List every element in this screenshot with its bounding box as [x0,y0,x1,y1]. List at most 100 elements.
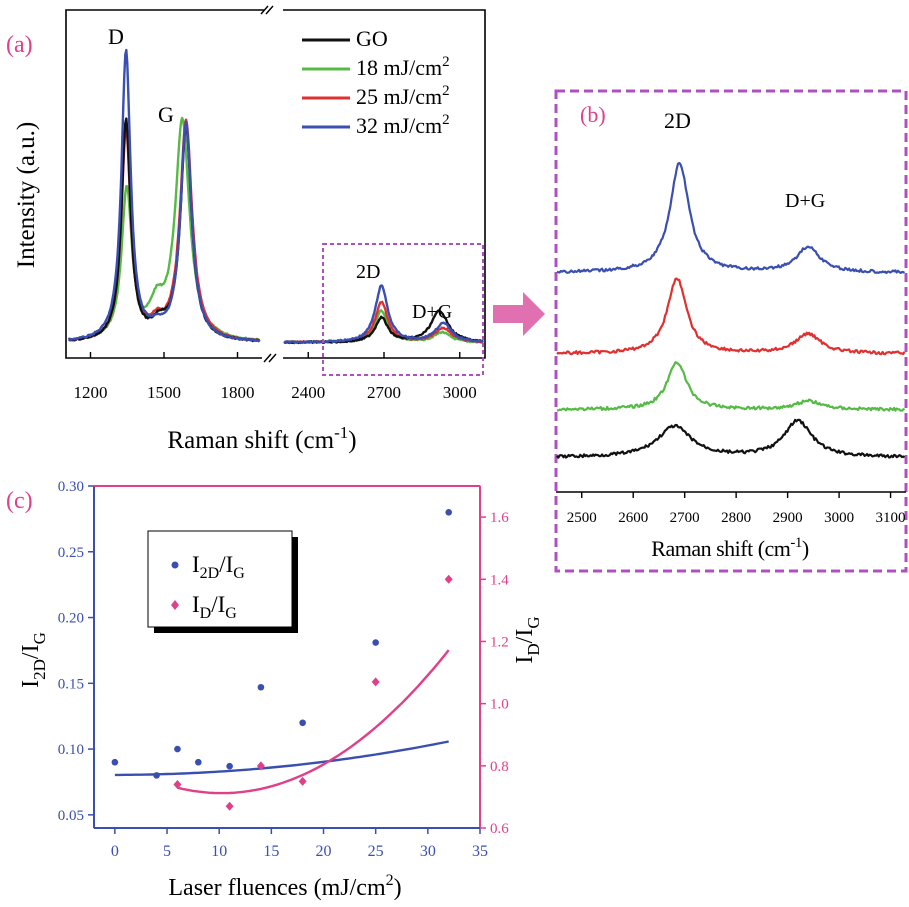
fit-curve-i2d-ig [114,740,449,777]
tick-label: 15 [263,843,279,860]
panel-b-peak-d-plus-g: D+G [785,190,825,212]
tick-label: 0.25 [58,545,84,561]
data-point-id-ig [444,574,453,584]
legend-label: 25 mJ/cm2 [356,83,450,109]
data-point-i2d-ig [257,683,265,691]
panel-b-ticks: 2500 2600 2700 2800 2900 3000 3100 [567,492,906,526]
tick-label: 20 [316,843,332,860]
legend-label: 18 mJ/cm2 [356,54,450,80]
panel-b: (b) 2D D+G 2500 2600 2700 2800 2900 3000 3100 … [554,89,908,573]
tick-label: 1.6 [490,510,509,526]
tick-label: 2600 [618,510,648,526]
data-point-i2d-ig [226,762,233,770]
panel-c-xlabel: Laser fluences (mJ/cm2) [168,872,401,901]
data-point-i2d-ig [299,719,306,727]
panel-c-ylabel-right: ID/IG [512,616,543,663]
data-point-id-ig [298,776,307,786]
tick-label: 10 [211,843,227,860]
panel-c-legend-box [147,530,293,628]
panel-a-label: (a) [6,32,33,58]
panel-a-xlabel: Raman shift (cm-1) [167,423,356,454]
spectrum-32mjcm2-l [67,48,261,343]
spectrum-18mjcm2-l [68,116,261,342]
tick-label: 0.15 [58,676,84,692]
tick-label: 0.20 [58,611,84,627]
panel-c-data [111,509,453,811]
data-point-id-ig [371,677,380,687]
data-point-id-ig [225,801,234,811]
data-point-id-ig [256,761,265,771]
spectrum-25mjcm2-l [68,118,261,342]
tick-label: 2500 [567,510,597,526]
tick-label: 1.2 [490,634,509,650]
tick-label: 0 [111,843,119,860]
tick-label: 2700 [367,383,401,402]
tick-label: 0.30 [58,479,84,495]
panel-a-ticks: 1200 1500 1800 2400 2700 3000 [74,352,477,402]
tick-label: 0.8 [490,759,509,775]
tick-label: 2400 [291,383,325,402]
panel-b-spectrum-1 [556,361,906,412]
data-point-i2d-ig [153,772,160,779]
data-point-i2d-ig [195,758,202,766]
data-point-i2d-ig [174,745,181,753]
panel-a-ylabel: Intensity (a.u.) [13,122,40,268]
right-arrow-icon [493,292,545,336]
legend-label: ID/IG [192,592,237,622]
peak-label-d: D [108,24,124,49]
tick-label: 1.4 [490,572,509,588]
peak-label-g: G [158,102,174,127]
tick-label: 0.05 [58,808,84,824]
panel-b-dashed-frame [554,89,908,573]
tick-label: 1500 [147,383,181,402]
panel-b-peak-2d: 2D [664,108,691,133]
panel-a: (a) Intensity (a.u.) 1200 1500 1800 2400 270… [6,5,486,454]
peak-label-d-plus-g: D+G [412,301,452,323]
legend-label: 32 mJ/cm2 [356,112,450,138]
panel-a-curves [67,48,485,345]
tick-label: 0.6 [490,821,509,837]
legend-label: GO [356,26,388,51]
panel-a-zoom-box [322,243,484,376]
tick-label: 0.10 [58,742,84,758]
data-point-i2d-ig [111,758,119,766]
panel-b-curves [556,161,906,459]
panel-c-label: (c) [6,488,33,514]
tick-label: 2900 [773,510,803,526]
panel-c-ylabel-left: I2D/IG [18,632,49,688]
tick-label: 3000 [443,383,477,402]
panel-b-xlabel: Raman shift (cm-1) [651,535,809,561]
spectrum-25mjcm2-r [283,300,485,344]
panel-a-axis-break [260,5,277,363]
tick-label: 1200 [74,383,108,402]
tick-label: 2800 [721,510,751,526]
tick-label: 3100 [876,510,906,526]
tick-label: 1800 [221,383,255,402]
data-point-id-ig [173,779,182,789]
tick-label: 30 [420,843,436,860]
tick-label: 5 [163,843,171,860]
data-point-i2d-ig [445,509,453,516]
tick-label: 2700 [670,510,700,526]
panel-b-spectrum-2 [556,277,906,356]
tick-label: 25 [368,843,384,860]
data-point-i2d-ig [372,639,379,646]
peak-label-2d: 2D [356,261,380,283]
spectrum-18mjcm2-r [283,309,484,345]
tick-label: 1.0 [490,697,509,713]
panel-b-spectrum-3 [556,161,906,275]
spectrum-32mjcm2-r [283,284,484,344]
panel-c-legend: I2D/IG ID/IG [147,530,298,633]
legend-marker [171,600,179,610]
panel-c-ticks: 0 5 10 15 20 25 30 35 0.05 0.10 0.15 0.20 0.25 0.30 0.… [58,479,510,860]
fit-curve-id-ig [177,649,450,795]
panel-a-legend: GO 18 mJ/cm2 25 mJ/cm2 32 mJ/cm2 [302,26,450,138]
legend-marker [171,561,179,569]
legend-label: I2D/IG [192,552,245,582]
tick-label: 35 [472,843,488,860]
panel-b-spectrum-0 [556,418,906,459]
panel-b-label: (b) [580,102,606,127]
panel-c: (c) 0 5 10 15 20 25 30 35 0.05 0.10 0.15 0.20 0.25 0.… [6,479,543,901]
tick-label: 3000 [824,510,854,526]
